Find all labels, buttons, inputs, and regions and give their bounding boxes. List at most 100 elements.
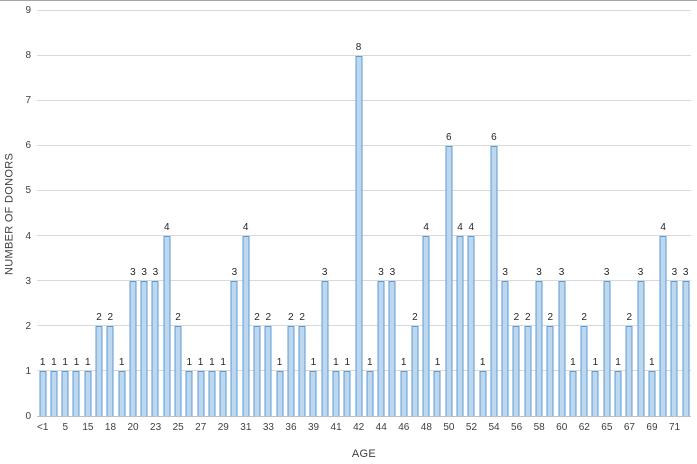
bar [253,326,261,416]
x-axis-tick-labels: <1 5 15 18 20 23 25 27 29 31 33 36 39 41 42 44 46 48 50 52 5… [37,422,691,435]
bar [276,371,284,416]
x-tick-label: 39 [307,422,320,433]
bar-slot: 3 [139,11,150,416]
bar-slot: 2 [522,11,533,416]
bar-value-label: 4 [660,222,666,234]
bar-value-label: 4 [242,222,249,234]
x-tick-label [206,422,217,435]
bar-slot: 2 [545,11,556,416]
bar-value-label: 4 [423,222,429,234]
y-axis-title: NUMBER OF DONORS [3,152,16,276]
x-tick-label: 15 [82,422,94,433]
bar-slot: 3 [680,11,691,416]
gridlines [37,10,691,416]
bar-slot: 1 [60,11,71,416]
bar-value-label: 2 [513,312,520,324]
bar-slot: 3 [375,11,386,416]
x-tick-label: 46 [398,422,410,433]
bar-value-label: 3 [389,267,396,279]
bar-value-label: 4 [163,222,170,234]
bar-slot: 3 [150,11,161,416]
bar [512,326,520,416]
bar [343,371,351,416]
bar-slot: 4 [161,11,172,416]
x-tick-label [455,422,466,435]
x-tick-label: 18 [104,422,117,433]
bar-value-label: 2 [547,312,554,324]
bar-slot: 1 [398,11,409,416]
bar [208,371,216,416]
bar-slot: 1 [71,11,82,416]
bar [129,281,137,416]
bar-value-label: 3 [502,267,508,279]
gridline [37,325,691,326]
x-tick-label [658,422,669,435]
bar-value-label: 1 [615,357,621,369]
bar-value-label: 2 [96,312,102,324]
bar [456,236,464,416]
bar [682,281,690,416]
bar-slot: 3 [601,11,612,416]
bar-value-label: 3 [231,267,238,279]
bar-value-label: 1 [333,357,339,369]
bar [50,371,58,416]
bar-slot: 3 [500,11,511,416]
x-tick-label: 65 [601,422,613,433]
x-tick-label: 48 [420,422,432,433]
bar-value-label: 1 [479,357,486,369]
bar-value-label: 1 [51,357,57,369]
bar [163,236,171,416]
bar-value-label: 1 [220,357,226,369]
bar-slot: 3 [635,11,646,416]
gridline [37,100,691,101]
x-tick-label [297,422,308,435]
bar-value-label: 2 [299,312,305,324]
bar-value-label: 3 [682,267,689,279]
bar-slot: 6 [443,11,454,416]
gridline [37,370,691,371]
bar-value-label: 1 [276,357,283,369]
bar [670,281,678,416]
bar [422,236,430,416]
x-tick-label: 56 [511,422,523,433]
bar-value-label: 3 [152,267,159,279]
bar [185,371,193,416]
x-tick-label [161,422,172,435]
bar-value-label: 1 [118,357,125,369]
bar-value-label: 4 [457,222,463,234]
bar [264,326,272,416]
bar-slot: 2 [285,11,296,416]
x-tick-label [522,422,533,435]
x-tick-label [612,422,623,435]
x-tick-label: 44 [375,422,387,433]
x-tick-label [590,422,601,435]
bar [591,371,599,416]
bar-value-label: 3 [321,267,328,279]
x-tick-label: 52 [465,422,478,433]
y-tick-label: 8 [25,50,31,62]
bar-value-label: 3 [141,267,147,279]
bar-value-label: 1 [310,357,317,369]
bar [388,281,396,416]
bar [637,281,645,416]
x-tick-label [229,422,240,435]
gridline [37,235,691,236]
bar-slot: 4 [466,11,477,416]
bar-slot: 2 [511,11,522,416]
bar [84,371,92,416]
bar-slot: 1 [646,11,657,416]
bar [140,281,148,416]
bar [332,371,340,416]
bar-slot: 4 [657,11,668,416]
bar-slot: 1 [432,11,443,416]
bar-value-label: 1 [39,357,46,369]
bar-value-label: 3 [130,267,136,279]
x-tick-label: 69 [646,422,658,433]
bar-slot: 1 [206,11,217,416]
bar-value-label: 3 [378,267,384,279]
bar-value-label: 2 [524,312,531,324]
x-tick-label: 62 [578,422,590,433]
bar [524,326,532,416]
bar-value-label: 3 [603,267,610,279]
